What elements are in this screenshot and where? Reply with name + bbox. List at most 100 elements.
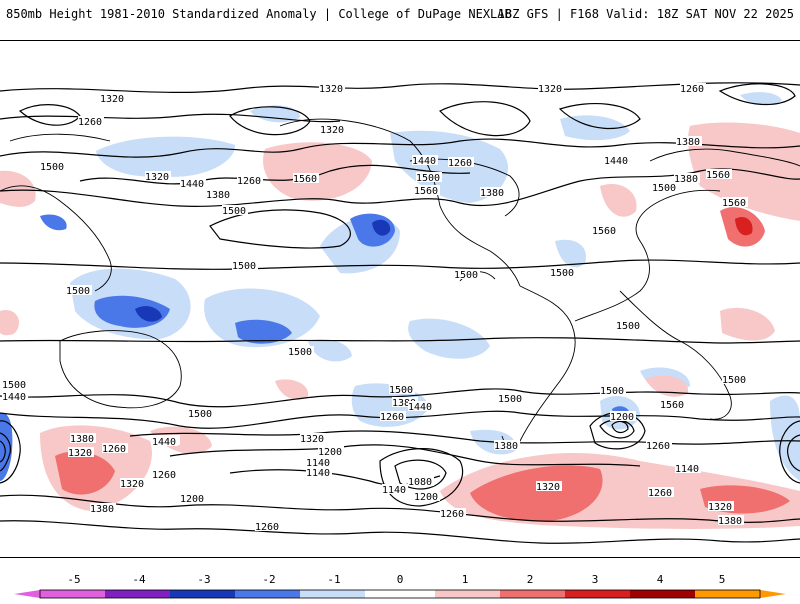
colorbar-triangle-right bbox=[760, 590, 786, 598]
contour-label: 1500 bbox=[416, 173, 440, 184]
contour-label: 1380 bbox=[674, 174, 698, 185]
contour-label: 1500 bbox=[188, 409, 212, 420]
contour-label: 1140 bbox=[382, 485, 406, 496]
map-title: 850mb Height 1981-2010 Standardized Anom… bbox=[6, 7, 512, 21]
contour-label: 1380 bbox=[90, 504, 114, 515]
colorbar-segment-neg4 bbox=[105, 590, 170, 598]
colorbar-tick: 4 bbox=[657, 573, 664, 586]
contour-label: 1500 bbox=[550, 268, 574, 279]
contour-label: 1320 bbox=[120, 479, 144, 490]
contour-label: 1560 bbox=[414, 186, 438, 197]
colorbar-segment-neg5 bbox=[40, 590, 105, 598]
contour-label: 1260 bbox=[380, 412, 404, 423]
contour-label: 1440 bbox=[2, 392, 26, 403]
contour-label: 1500 bbox=[616, 321, 640, 332]
contour-label: 1260 bbox=[448, 158, 472, 169]
contour-label: 1560 bbox=[592, 226, 616, 237]
colorbar-segment-zero-neg bbox=[365, 590, 400, 598]
contour-label: 1320 bbox=[68, 448, 92, 459]
colorbar-triangle-left bbox=[14, 590, 40, 598]
contour-label: 1500 bbox=[288, 347, 312, 358]
contour-label: 1320 bbox=[536, 482, 560, 493]
colorbar-segment-zero-pos bbox=[400, 590, 435, 598]
height-contours bbox=[0, 82, 800, 544]
contour-label: 1440 bbox=[408, 402, 432, 413]
contour-label: 1380 bbox=[480, 188, 504, 199]
contour-label: 1560 bbox=[293, 174, 317, 185]
colorbar-segment-pos3 bbox=[565, 590, 630, 598]
contour-label: 1500 bbox=[389, 385, 413, 396]
contour-label: 1500 bbox=[222, 206, 246, 217]
colorbar-segment-pos4 bbox=[630, 590, 695, 598]
colorbar-tick: 2 bbox=[527, 573, 534, 586]
contour-label: 1080 bbox=[408, 477, 432, 488]
colorbar-tick: 3 bbox=[592, 573, 599, 586]
colorbar-tick: 0 bbox=[397, 573, 404, 586]
colorbar-tick: 1 bbox=[462, 573, 469, 586]
contour-label: 1320 bbox=[300, 434, 324, 445]
contour-label: 1320 bbox=[320, 125, 344, 136]
colorbar-segment-neg2 bbox=[235, 590, 300, 598]
contour-label: 1500 bbox=[66, 286, 90, 297]
contour-label: 1260 bbox=[152, 470, 176, 481]
contour-label: 1500 bbox=[2, 380, 26, 391]
contour-label: 1140 bbox=[306, 458, 330, 469]
contour-label: 1440 bbox=[604, 156, 628, 167]
contour-label: 1200 bbox=[318, 447, 342, 458]
contour-label: 1260 bbox=[648, 488, 672, 499]
anomaly-map: 1320 1320 1260 1320 1260 1320 1260 1380 … bbox=[0, 82, 800, 544]
contour-label: 1560 bbox=[706, 170, 730, 181]
contour-label: 1440 bbox=[152, 437, 176, 448]
contour-labels: 1320 1320 1260 1320 1260 1320 1260 1380 … bbox=[2, 83, 748, 533]
contour-label: 1200 bbox=[610, 412, 634, 423]
contour-label: 1260 bbox=[102, 444, 126, 455]
colorbar-ticks: -5 -4 -3 -2 -1 0 1 2 3 4 5 bbox=[67, 573, 725, 586]
contour-label: 1380 bbox=[70, 434, 94, 445]
contour-label: 1500 bbox=[40, 162, 64, 173]
contour-label: 1380 bbox=[494, 441, 518, 452]
colorbar-tick: -1 bbox=[327, 573, 340, 586]
colorbar-tick: -3 bbox=[197, 573, 210, 586]
contour-label: 1500 bbox=[454, 270, 478, 281]
colorbar-segment-neg1 bbox=[300, 590, 365, 598]
contour-label: 1260 bbox=[440, 509, 464, 520]
colorbar-segment-pos5 bbox=[695, 590, 760, 598]
contour-label: 1320 bbox=[100, 94, 124, 105]
contour-label: 1500 bbox=[722, 375, 746, 386]
contour-label: 1260 bbox=[78, 117, 102, 128]
contour-label: 1500 bbox=[232, 261, 256, 272]
colorbar: -5 -4 -3 -2 -1 0 1 2 3 4 5 bbox=[0, 566, 800, 600]
contour-label: 1440 bbox=[412, 156, 436, 167]
contour-label: 1260 bbox=[255, 522, 279, 533]
contour-label: 1500 bbox=[652, 183, 676, 194]
colorbar-tick: -4 bbox=[132, 573, 146, 586]
contour-label: 1320 bbox=[145, 172, 169, 183]
contour-label: 1380 bbox=[206, 190, 230, 201]
contour-label: 1200 bbox=[414, 492, 438, 503]
map-panel: 1320 1320 1260 1320 1260 1320 1260 1380 … bbox=[0, 40, 800, 558]
contour-label: 1140 bbox=[306, 468, 330, 479]
contour-label: 1140 bbox=[675, 464, 699, 475]
colorbar-segment-pos2 bbox=[500, 590, 565, 598]
colorbar-tick: -5 bbox=[67, 573, 80, 586]
contour-label: 1260 bbox=[680, 84, 704, 95]
contour-label: 1380 bbox=[392, 398, 416, 409]
header: 850mb Height 1981-2010 Standardized Anom… bbox=[0, 0, 800, 30]
contour-label: 1440 bbox=[180, 179, 204, 190]
contour-label: 1260 bbox=[237, 176, 261, 187]
colorbar-segment-neg3 bbox=[170, 590, 235, 598]
colorbar-tick: 5 bbox=[719, 573, 726, 586]
contour-label: 1380 bbox=[718, 516, 742, 527]
contour-label: 1560 bbox=[660, 400, 684, 411]
model-run-info: 18Z GFS | F168 Valid: 18Z SAT NOV 22 202… bbox=[497, 7, 794, 21]
contour-label: 1500 bbox=[498, 394, 522, 405]
contour-label: 1320 bbox=[319, 84, 343, 95]
colorbar-segment-pos1 bbox=[435, 590, 500, 598]
contour-label: 1560 bbox=[722, 198, 746, 209]
contour-label: 1320 bbox=[538, 84, 562, 95]
colorbar-graphic: -5 -4 -3 -2 -1 0 1 2 3 4 5 bbox=[14, 573, 786, 599]
contour-label: 1200 bbox=[180, 494, 204, 505]
contour-label: 1380 bbox=[676, 137, 700, 148]
contour-label: 1500 bbox=[600, 386, 624, 397]
contour-label: 1320 bbox=[708, 502, 732, 513]
